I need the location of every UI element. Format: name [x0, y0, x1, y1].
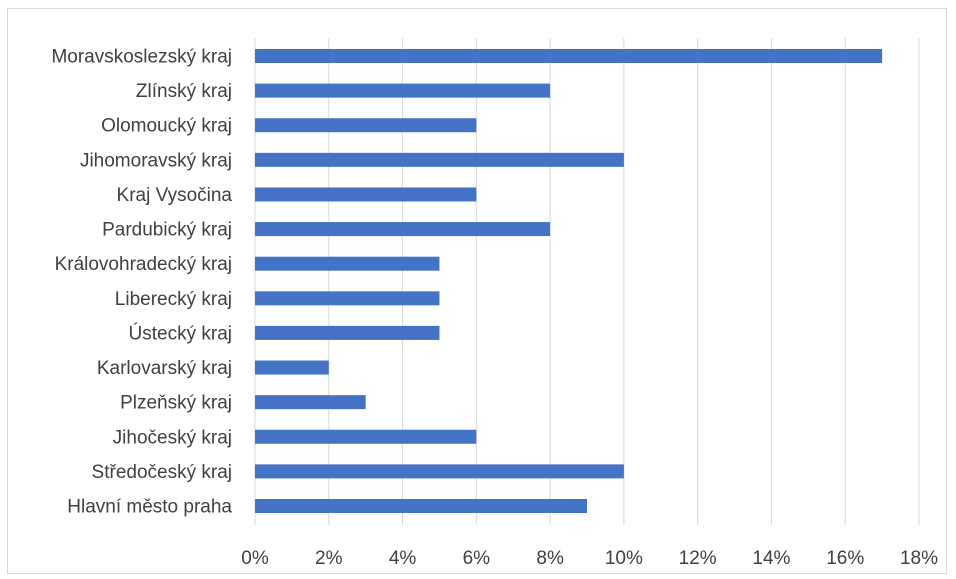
category-label: Moravskoslezský kraj — [51, 47, 232, 68]
category-label: Plzeňský kraj — [120, 393, 232, 414]
bar — [255, 187, 477, 202]
category-label: Zlínský kraj — [136, 81, 232, 102]
category-label: Olomoucký kraj — [101, 116, 232, 137]
bar — [255, 325, 440, 340]
category-label: Karlovarský kraj — [97, 358, 232, 379]
bar — [255, 464, 624, 479]
category-label: Královohradecký kraj — [55, 254, 232, 275]
x-tick-label: 0% — [241, 548, 269, 569]
bar — [255, 360, 329, 375]
bar — [255, 49, 883, 63]
bar — [255, 429, 477, 444]
x-tick-label: 10% — [605, 548, 643, 569]
bar — [255, 256, 440, 271]
x-tick-label: 2% — [315, 548, 343, 569]
x-tick-label: 4% — [389, 548, 417, 569]
bar — [255, 291, 440, 306]
x-tick-label: 16% — [826, 548, 864, 569]
category-label: Jihomoravský kraj — [80, 150, 232, 171]
x-tick-label: 6% — [463, 548, 491, 569]
bar — [255, 118, 477, 133]
category-label: Ústecký kraj — [129, 322, 232, 344]
x-tick-label: 12% — [679, 548, 717, 569]
bars — [255, 49, 883, 513]
bar — [255, 152, 624, 167]
x-tick-labels: 0% 2% 4% 6% 8% 10% 12% 14% 16% 18% — [241, 548, 938, 569]
category-label: Liberecký kraj — [115, 289, 232, 310]
bar — [255, 83, 551, 98]
x-tick-label: 8% — [536, 548, 564, 569]
bar — [255, 499, 587, 513]
category-label: Jihočeský kraj — [113, 427, 232, 448]
category-labels: Moravskoslezský kraj Zlínský kraj Olomouck… — [51, 47, 232, 518]
x-tick-label: 14% — [752, 548, 790, 569]
category-label: Hlavní město praha — [67, 497, 232, 518]
gridlines — [254, 38, 920, 525]
chart-frame — [7, 8, 947, 574]
x-tick-label: 18% — [900, 548, 938, 569]
bar — [255, 222, 551, 237]
category-label: Středočeský kraj — [92, 462, 232, 483]
bar — [255, 395, 366, 410]
category-label: Pardubický kraj — [102, 220, 232, 241]
category-label: Kraj Vysočina — [117, 185, 233, 206]
